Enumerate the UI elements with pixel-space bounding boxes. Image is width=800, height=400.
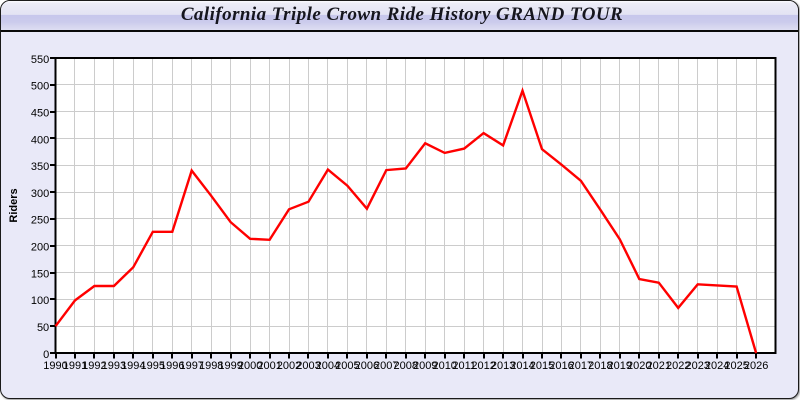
svg-text:2025: 2025 [724,360,748,372]
svg-text:2005: 2005 [335,360,359,372]
svg-text:1992: 1992 [82,360,106,372]
svg-text:200: 200 [31,242,49,254]
svg-text:2016: 2016 [549,360,573,372]
svg-text:2015: 2015 [530,360,554,372]
svg-text:2019: 2019 [608,360,632,372]
svg-text:2022: 2022 [666,360,690,372]
svg-text:300: 300 [31,188,49,200]
svg-text:1990: 1990 [43,360,67,372]
svg-text:2020: 2020 [627,360,651,372]
svg-text:1997: 1997 [179,360,203,372]
svg-text:2001: 2001 [257,360,281,372]
svg-text:250: 250 [31,215,49,227]
svg-text:Riders: Riders [8,188,20,222]
svg-text:2000: 2000 [238,360,262,372]
svg-text:2023: 2023 [685,360,709,372]
svg-text:1996: 1996 [160,360,184,372]
svg-text:450: 450 [31,107,49,119]
svg-text:2004: 2004 [316,360,340,372]
svg-text:2009: 2009 [413,360,437,372]
svg-text:2007: 2007 [374,360,398,372]
svg-text:2017: 2017 [569,360,593,372]
svg-text:2011: 2011 [452,360,476,372]
svg-text:1993: 1993 [102,360,126,372]
svg-text:1999: 1999 [218,360,242,372]
svg-text:1991: 1991 [63,360,87,372]
svg-text:2014: 2014 [510,360,534,372]
svg-text:150: 150 [31,268,49,280]
svg-text:2002: 2002 [277,360,301,372]
svg-text:400: 400 [31,134,49,146]
svg-text:2010: 2010 [432,360,456,372]
svg-text:2008: 2008 [394,360,418,372]
svg-text:100: 100 [31,295,49,307]
svg-text:2003: 2003 [296,360,320,372]
svg-text:550: 550 [31,54,49,66]
svg-text:2013: 2013 [491,360,515,372]
svg-text:500: 500 [31,81,49,93]
svg-text:0: 0 [43,349,49,361]
svg-text:2012: 2012 [471,360,495,372]
svg-text:2024: 2024 [705,360,729,372]
svg-text:350: 350 [31,161,49,173]
svg-text:1998: 1998 [199,360,223,372]
svg-text:2026: 2026 [744,360,768,372]
svg-text:2006: 2006 [355,360,379,372]
svg-text:2018: 2018 [588,360,612,372]
svg-text:50: 50 [37,322,49,334]
svg-text:1995: 1995 [141,360,165,372]
svg-text:1994: 1994 [121,360,145,372]
svg-text:2021: 2021 [647,360,671,372]
